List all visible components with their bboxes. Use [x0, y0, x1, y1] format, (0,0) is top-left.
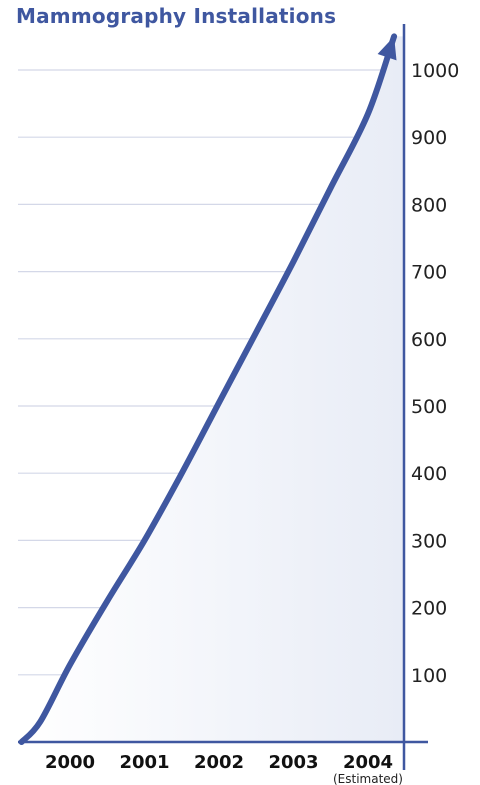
y-tick-label: 800	[411, 194, 447, 216]
x-tick-label: 2001	[119, 752, 169, 773]
y-tick-label: 400	[411, 463, 447, 485]
y-tick-label: 300	[411, 530, 447, 552]
x-tick-label: 2002	[194, 752, 244, 773]
y-tick-label: 900	[411, 127, 447, 149]
y-tick-label: 100	[411, 665, 447, 687]
x-tick-label: 2004	[343, 752, 393, 773]
y-tick-label: 1000	[411, 60, 459, 82]
y-tick-label: 200	[411, 598, 447, 620]
arrow-head	[377, 36, 397, 61]
x-tick-label: 2000	[45, 752, 95, 773]
series-line	[18, 33, 398, 745]
chart-title: Mammography Installations	[16, 4, 337, 28]
y-tick-label: 700	[411, 262, 447, 284]
y-tick-label: 600	[411, 329, 447, 351]
y-tick-label: 500	[411, 396, 447, 418]
area-fill	[21, 36, 404, 742]
x-tick-label: 2003	[268, 752, 318, 773]
x-tick-annotation: (Estimated)	[333, 772, 403, 785]
